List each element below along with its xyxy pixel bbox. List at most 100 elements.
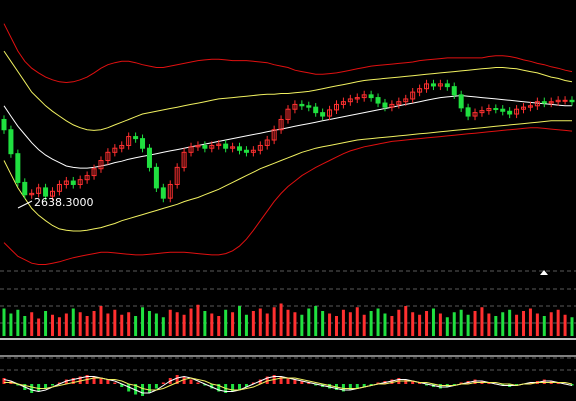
volume-bar[interactable] bbox=[459, 309, 463, 336]
volume-bar[interactable] bbox=[161, 317, 165, 336]
macd-bar[interactable] bbox=[78, 376, 82, 385]
candle-body[interactable] bbox=[548, 101, 554, 104]
macd-bar[interactable] bbox=[120, 384, 124, 387]
volume-bar[interactable] bbox=[334, 316, 338, 336]
candle-body[interactable] bbox=[465, 107, 471, 117]
volume-bar[interactable] bbox=[314, 306, 318, 336]
candle-body[interactable] bbox=[29, 192, 35, 196]
candle-body[interactable] bbox=[562, 99, 568, 102]
volume-bar[interactable] bbox=[487, 313, 491, 337]
macd-bar[interactable] bbox=[141, 384, 145, 396]
macd-bar[interactable] bbox=[217, 384, 221, 392]
candle-body[interactable] bbox=[534, 101, 540, 107]
candle-body[interactable] bbox=[98, 160, 104, 170]
volume-bar[interactable] bbox=[231, 312, 235, 336]
candle-body[interactable] bbox=[49, 190, 55, 197]
candle-body[interactable] bbox=[126, 136, 132, 146]
macd-bar[interactable] bbox=[487, 382, 491, 385]
candle-body[interactable] bbox=[133, 136, 139, 140]
macd-bar[interactable] bbox=[99, 378, 103, 384]
macd-bar[interactable] bbox=[314, 384, 318, 386]
macd-bar[interactable] bbox=[279, 376, 283, 385]
volume-bar[interactable] bbox=[556, 309, 560, 336]
candle-body[interactable] bbox=[146, 147, 152, 168]
candle-body[interactable] bbox=[382, 102, 388, 108]
volume-bar[interactable] bbox=[141, 307, 145, 336]
volume-bar[interactable] bbox=[494, 316, 498, 336]
volume-bar[interactable] bbox=[508, 309, 512, 336]
macd-bar[interactable] bbox=[459, 382, 463, 385]
candle-body[interactable] bbox=[257, 144, 263, 151]
volume-bar[interactable] bbox=[522, 311, 526, 336]
candle-body[interactable] bbox=[223, 143, 229, 149]
volume-bar[interactable] bbox=[328, 313, 332, 337]
volume-bar[interactable] bbox=[570, 317, 574, 336]
candle-body[interactable] bbox=[285, 108, 291, 120]
volume-bar[interactable] bbox=[473, 311, 477, 336]
candle-body[interactable] bbox=[333, 103, 339, 111]
candle-body[interactable] bbox=[361, 94, 367, 99]
volume-bar[interactable] bbox=[549, 312, 553, 336]
candle-body[interactable] bbox=[541, 101, 547, 104]
macd-bar[interactable] bbox=[16, 384, 20, 386]
volume-bar[interactable] bbox=[224, 309, 228, 336]
macd-bar[interactable] bbox=[251, 382, 255, 385]
candle-body[interactable] bbox=[389, 103, 395, 108]
candle-body[interactable] bbox=[417, 88, 423, 93]
candle-body[interactable] bbox=[320, 112, 326, 117]
macd-bar[interactable] bbox=[231, 384, 235, 392]
macd-bar[interactable] bbox=[196, 382, 200, 385]
macd-bar[interactable] bbox=[175, 375, 179, 384]
volume-bar[interactable] bbox=[445, 317, 449, 336]
candle-body[interactable] bbox=[292, 103, 298, 110]
candle-body[interactable] bbox=[410, 91, 416, 100]
candle-body[interactable] bbox=[437, 83, 443, 87]
candle-body[interactable] bbox=[340, 101, 346, 105]
candle-body[interactable] bbox=[36, 187, 42, 194]
candle-body[interactable] bbox=[84, 175, 90, 181]
volume-bar[interactable] bbox=[16, 309, 20, 336]
volume-bar[interactable] bbox=[563, 314, 567, 336]
candle-body[interactable] bbox=[56, 183, 62, 192]
macd-bar[interactable] bbox=[348, 384, 352, 390]
volume-bar[interactable] bbox=[196, 304, 200, 336]
macd-bar[interactable] bbox=[71, 378, 75, 384]
macd-bar[interactable] bbox=[30, 384, 34, 393]
volume-bar[interactable] bbox=[341, 309, 345, 336]
candle-body[interactable] bbox=[569, 99, 575, 103]
volume-bar[interactable] bbox=[348, 312, 352, 336]
scroll-up-marker-icon[interactable] bbox=[540, 270, 548, 275]
volume-bar[interactable] bbox=[30, 312, 34, 336]
macd-bar[interactable] bbox=[542, 379, 546, 385]
candle-body[interactable] bbox=[472, 112, 478, 117]
volume-bar[interactable] bbox=[44, 311, 48, 336]
macd-bar[interactable] bbox=[244, 384, 248, 387]
macd-bar[interactable] bbox=[418, 382, 422, 385]
volume-bar[interactable] bbox=[210, 313, 214, 337]
candle-body[interactable] bbox=[15, 153, 21, 183]
candle-body[interactable] bbox=[486, 108, 492, 112]
candle-body[interactable] bbox=[507, 110, 513, 115]
volume-bar[interactable] bbox=[106, 313, 110, 337]
candle-body[interactable] bbox=[396, 101, 402, 105]
macd-bar[interactable] bbox=[134, 384, 138, 395]
macd-bar[interactable] bbox=[44, 384, 48, 389]
candle-body[interactable] bbox=[368, 94, 374, 99]
volume-bar[interactable] bbox=[113, 309, 117, 336]
candle-body[interactable] bbox=[299, 103, 305, 107]
volume-bar[interactable] bbox=[251, 311, 255, 336]
volume-bar[interactable] bbox=[321, 311, 325, 336]
volume-bar[interactable] bbox=[300, 314, 304, 336]
candle-body[interactable] bbox=[91, 168, 97, 177]
volume-bar[interactable] bbox=[272, 307, 276, 336]
volume-bar[interactable] bbox=[431, 308, 435, 337]
candle-body[interactable] bbox=[458, 94, 464, 109]
volume-bar[interactable] bbox=[203, 311, 207, 336]
macd-bar[interactable] bbox=[127, 384, 131, 392]
volume-bar[interactable] bbox=[85, 316, 89, 336]
macd-bar[interactable] bbox=[300, 381, 304, 384]
volume-bar[interactable] bbox=[258, 308, 262, 337]
candle-body[interactable] bbox=[70, 180, 76, 185]
candle-body[interactable] bbox=[230, 146, 236, 149]
